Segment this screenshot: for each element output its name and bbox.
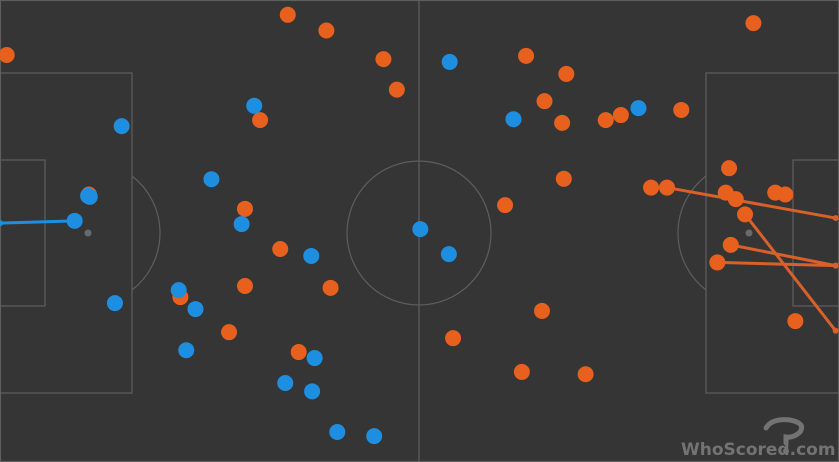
- home-event-point[interactable]: [80, 187, 97, 204]
- away-event-point[interactable]: [745, 15, 762, 32]
- home-event-point[interactable]: [630, 100, 647, 117]
- home-event-point[interactable]: [303, 247, 320, 264]
- away-event-point[interactable]: [777, 186, 794, 203]
- away-event-point[interactable]: [536, 93, 553, 110]
- away-pass-end-marker: [832, 262, 839, 269]
- away-event-point[interactable]: [236, 200, 253, 217]
- home-event-point[interactable]: [440, 246, 457, 263]
- away-event-point[interactable]: [787, 313, 804, 330]
- home-event-point[interactable]: [329, 423, 346, 440]
- watermark-text: WhoScored.com: [681, 440, 836, 460]
- home-event-point[interactable]: [441, 53, 458, 70]
- away-pass-line: [743, 212, 838, 333]
- home-event-point[interactable]: [203, 171, 220, 188]
- pass-lines: [0, 186, 839, 334]
- home-event-point[interactable]: [178, 342, 195, 359]
- home-event-point[interactable]: [66, 212, 83, 229]
- away-event-point[interactable]: [533, 302, 550, 319]
- away-event-point[interactable]: [612, 107, 629, 124]
- left-penalty-spot: [84, 229, 92, 237]
- home-event-point[interactable]: [246, 97, 263, 114]
- away-pass-line: [715, 260, 838, 268]
- home-event-point[interactable]: [304, 383, 321, 400]
- home-event-point[interactable]: [412, 221, 429, 238]
- home-event-point[interactable]: [170, 282, 187, 299]
- away-event-point[interactable]: [554, 114, 571, 131]
- away-event-point[interactable]: [577, 366, 594, 383]
- away-event-point[interactable]: [558, 65, 575, 82]
- home-event-point[interactable]: [306, 350, 323, 367]
- away-pass-line: [729, 243, 838, 268]
- away-event-point[interactable]: [727, 191, 744, 208]
- away-event-point[interactable]: [322, 279, 339, 296]
- left-six-yard-box: [0, 159, 46, 307]
- away-event-point[interactable]: [518, 47, 535, 64]
- whoscored-logo-icon: [763, 417, 805, 454]
- away-event-point[interactable]: [709, 254, 726, 271]
- away-event-point[interactable]: [737, 206, 754, 223]
- right-penalty-area: [705, 72, 839, 394]
- home-event-point[interactable]: [187, 301, 204, 318]
- away-event-point[interactable]: [221, 324, 238, 341]
- home-pass-end-marker: [0, 220, 3, 227]
- home-event-point[interactable]: [113, 118, 130, 135]
- home-event-point[interactable]: [366, 428, 383, 445]
- away-event-point[interactable]: [555, 170, 572, 187]
- away-event-point[interactable]: [597, 112, 614, 129]
- away-event-point[interactable]: [673, 101, 690, 118]
- home-event-point[interactable]: [277, 374, 294, 391]
- away-event-point[interactable]: [318, 22, 335, 39]
- home-event-point[interactable]: [106, 295, 123, 312]
- away-event-point[interactable]: [236, 277, 253, 294]
- away-event-point[interactable]: [722, 236, 739, 253]
- away-event-point[interactable]: [388, 81, 405, 98]
- home-event-point[interactable]: [505, 111, 522, 128]
- away-event-point[interactable]: [375, 51, 392, 68]
- right-penalty-arc: [677, 175, 707, 291]
- away-event-point[interactable]: [272, 241, 289, 258]
- away-event-point[interactable]: [252, 112, 269, 129]
- away-event-point[interactable]: [721, 160, 738, 177]
- away-event-point[interactable]: [279, 6, 296, 23]
- home-pass-line: [0, 219, 77, 225]
- away-event-point[interactable]: [290, 344, 307, 361]
- event-points: [0, 6, 804, 445]
- left-penalty-area: [0, 72, 133, 394]
- center-circle: [346, 160, 492, 306]
- watermark: WhoScored.com: [681, 417, 836, 460]
- away-event-point[interactable]: [0, 46, 15, 63]
- away-pass-line: [665, 186, 838, 220]
- home-event-point[interactable]: [233, 216, 250, 233]
- away-event-point[interactable]: [445, 330, 462, 347]
- away-event-point[interactable]: [643, 179, 660, 196]
- right-penalty-spot: [745, 229, 753, 237]
- left-penalty-arc: [131, 175, 161, 291]
- away-event-point[interactable]: [513, 363, 530, 380]
- away-pass-end-marker: [832, 327, 839, 334]
- away-pass-end-marker: [832, 215, 839, 222]
- away-event-point[interactable]: [659, 179, 676, 196]
- away-event-point[interactable]: [497, 197, 514, 214]
